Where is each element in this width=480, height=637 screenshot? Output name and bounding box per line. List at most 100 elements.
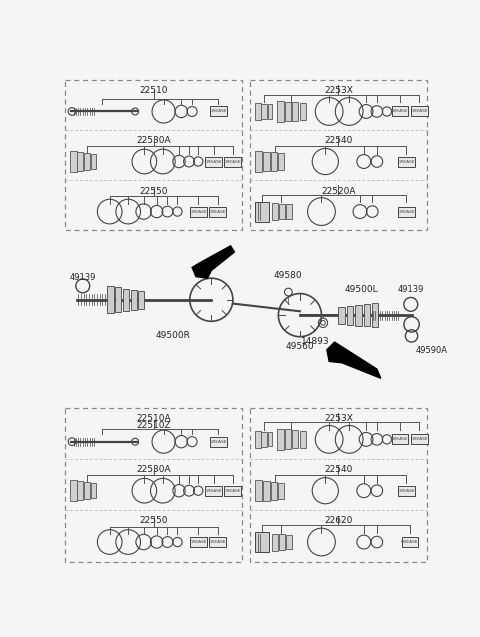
- Text: GREASE: GREASE: [410, 110, 428, 113]
- Bar: [277, 429, 284, 450]
- Bar: [190, 206, 207, 217]
- Bar: [209, 206, 226, 217]
- Bar: [131, 290, 137, 310]
- Text: 22540: 22540: [324, 465, 353, 474]
- Bar: [402, 537, 419, 547]
- Text: 22520A: 22520A: [321, 187, 356, 196]
- Text: GREASE: GREASE: [190, 210, 207, 213]
- Bar: [71, 480, 77, 501]
- Bar: [77, 481, 83, 501]
- Bar: [205, 485, 222, 496]
- Bar: [250, 80, 427, 231]
- Text: GREASE: GREASE: [391, 438, 409, 441]
- Text: 22530A: 22530A: [136, 465, 171, 474]
- Bar: [263, 481, 270, 501]
- Bar: [138, 291, 144, 308]
- Bar: [255, 103, 261, 120]
- Text: 49500R: 49500R: [156, 331, 190, 340]
- Bar: [372, 303, 378, 327]
- Bar: [347, 306, 353, 325]
- Bar: [364, 304, 370, 327]
- Bar: [338, 306, 345, 324]
- Bar: [285, 101, 291, 122]
- Text: GREASE: GREASE: [205, 489, 222, 492]
- Text: GREASE: GREASE: [224, 159, 242, 164]
- Bar: [392, 434, 408, 445]
- Bar: [108, 286, 114, 313]
- Bar: [300, 431, 306, 448]
- Bar: [411, 106, 428, 117]
- Text: 22510Z: 22510Z: [136, 420, 171, 429]
- Text: 22530A: 22530A: [136, 136, 171, 145]
- Bar: [209, 537, 226, 547]
- Bar: [392, 106, 408, 117]
- Bar: [398, 157, 415, 166]
- Text: 22550: 22550: [139, 517, 168, 526]
- Bar: [225, 485, 241, 496]
- Text: 2253X: 2253X: [324, 413, 353, 423]
- Text: 22550: 22550: [139, 187, 168, 196]
- Bar: [210, 437, 227, 447]
- Text: 49500L: 49500L: [345, 285, 378, 294]
- Text: GREASE: GREASE: [401, 540, 419, 544]
- Text: GREASE: GREASE: [397, 210, 415, 213]
- Bar: [411, 434, 428, 445]
- Bar: [205, 157, 222, 166]
- Bar: [278, 482, 284, 499]
- Bar: [398, 485, 415, 496]
- Text: 49139: 49139: [70, 273, 96, 282]
- Text: GREASE: GREASE: [209, 540, 227, 544]
- Bar: [279, 204, 285, 219]
- Bar: [279, 534, 285, 550]
- Bar: [300, 103, 306, 120]
- Bar: [262, 104, 266, 119]
- Bar: [286, 204, 291, 218]
- Text: GREASE: GREASE: [190, 540, 207, 544]
- Bar: [255, 151, 262, 172]
- Text: 49580: 49580: [274, 271, 303, 280]
- Bar: [91, 154, 96, 169]
- Bar: [255, 431, 261, 448]
- Bar: [84, 153, 90, 170]
- Polygon shape: [192, 246, 234, 278]
- Text: 22540: 22540: [324, 136, 353, 145]
- Bar: [271, 152, 277, 171]
- Text: GREASE: GREASE: [391, 110, 409, 113]
- Bar: [91, 483, 96, 498]
- Text: GREASE: GREASE: [397, 159, 415, 164]
- Text: 2253X: 2253X: [324, 87, 353, 96]
- Text: GREASE: GREASE: [224, 489, 242, 492]
- Text: 49139: 49139: [397, 285, 424, 294]
- Bar: [272, 534, 278, 550]
- Bar: [285, 429, 291, 449]
- Bar: [255, 480, 262, 501]
- Text: GREASE: GREASE: [410, 438, 428, 441]
- Text: 14893: 14893: [301, 337, 330, 346]
- Text: 49590A: 49590A: [415, 346, 447, 355]
- Text: 22510A: 22510A: [136, 413, 171, 423]
- Bar: [277, 101, 284, 122]
- Text: 22620: 22620: [324, 517, 353, 526]
- Bar: [77, 152, 83, 171]
- Bar: [65, 408, 242, 562]
- Text: 22510: 22510: [139, 87, 168, 96]
- Bar: [263, 152, 270, 171]
- Bar: [267, 104, 273, 118]
- Bar: [267, 433, 273, 447]
- Text: GREASE: GREASE: [209, 210, 227, 213]
- Bar: [262, 432, 266, 447]
- Bar: [190, 537, 207, 547]
- Bar: [271, 482, 277, 500]
- Bar: [255, 532, 269, 552]
- Bar: [292, 103, 299, 120]
- Bar: [210, 106, 227, 117]
- Text: GREASE: GREASE: [209, 110, 227, 113]
- Text: GREASE: GREASE: [205, 159, 222, 164]
- Bar: [71, 151, 77, 172]
- Polygon shape: [327, 342, 381, 378]
- Text: GREASE: GREASE: [209, 440, 227, 444]
- Bar: [255, 201, 269, 222]
- Bar: [225, 157, 241, 166]
- Text: 49560: 49560: [286, 342, 314, 351]
- Bar: [286, 535, 291, 549]
